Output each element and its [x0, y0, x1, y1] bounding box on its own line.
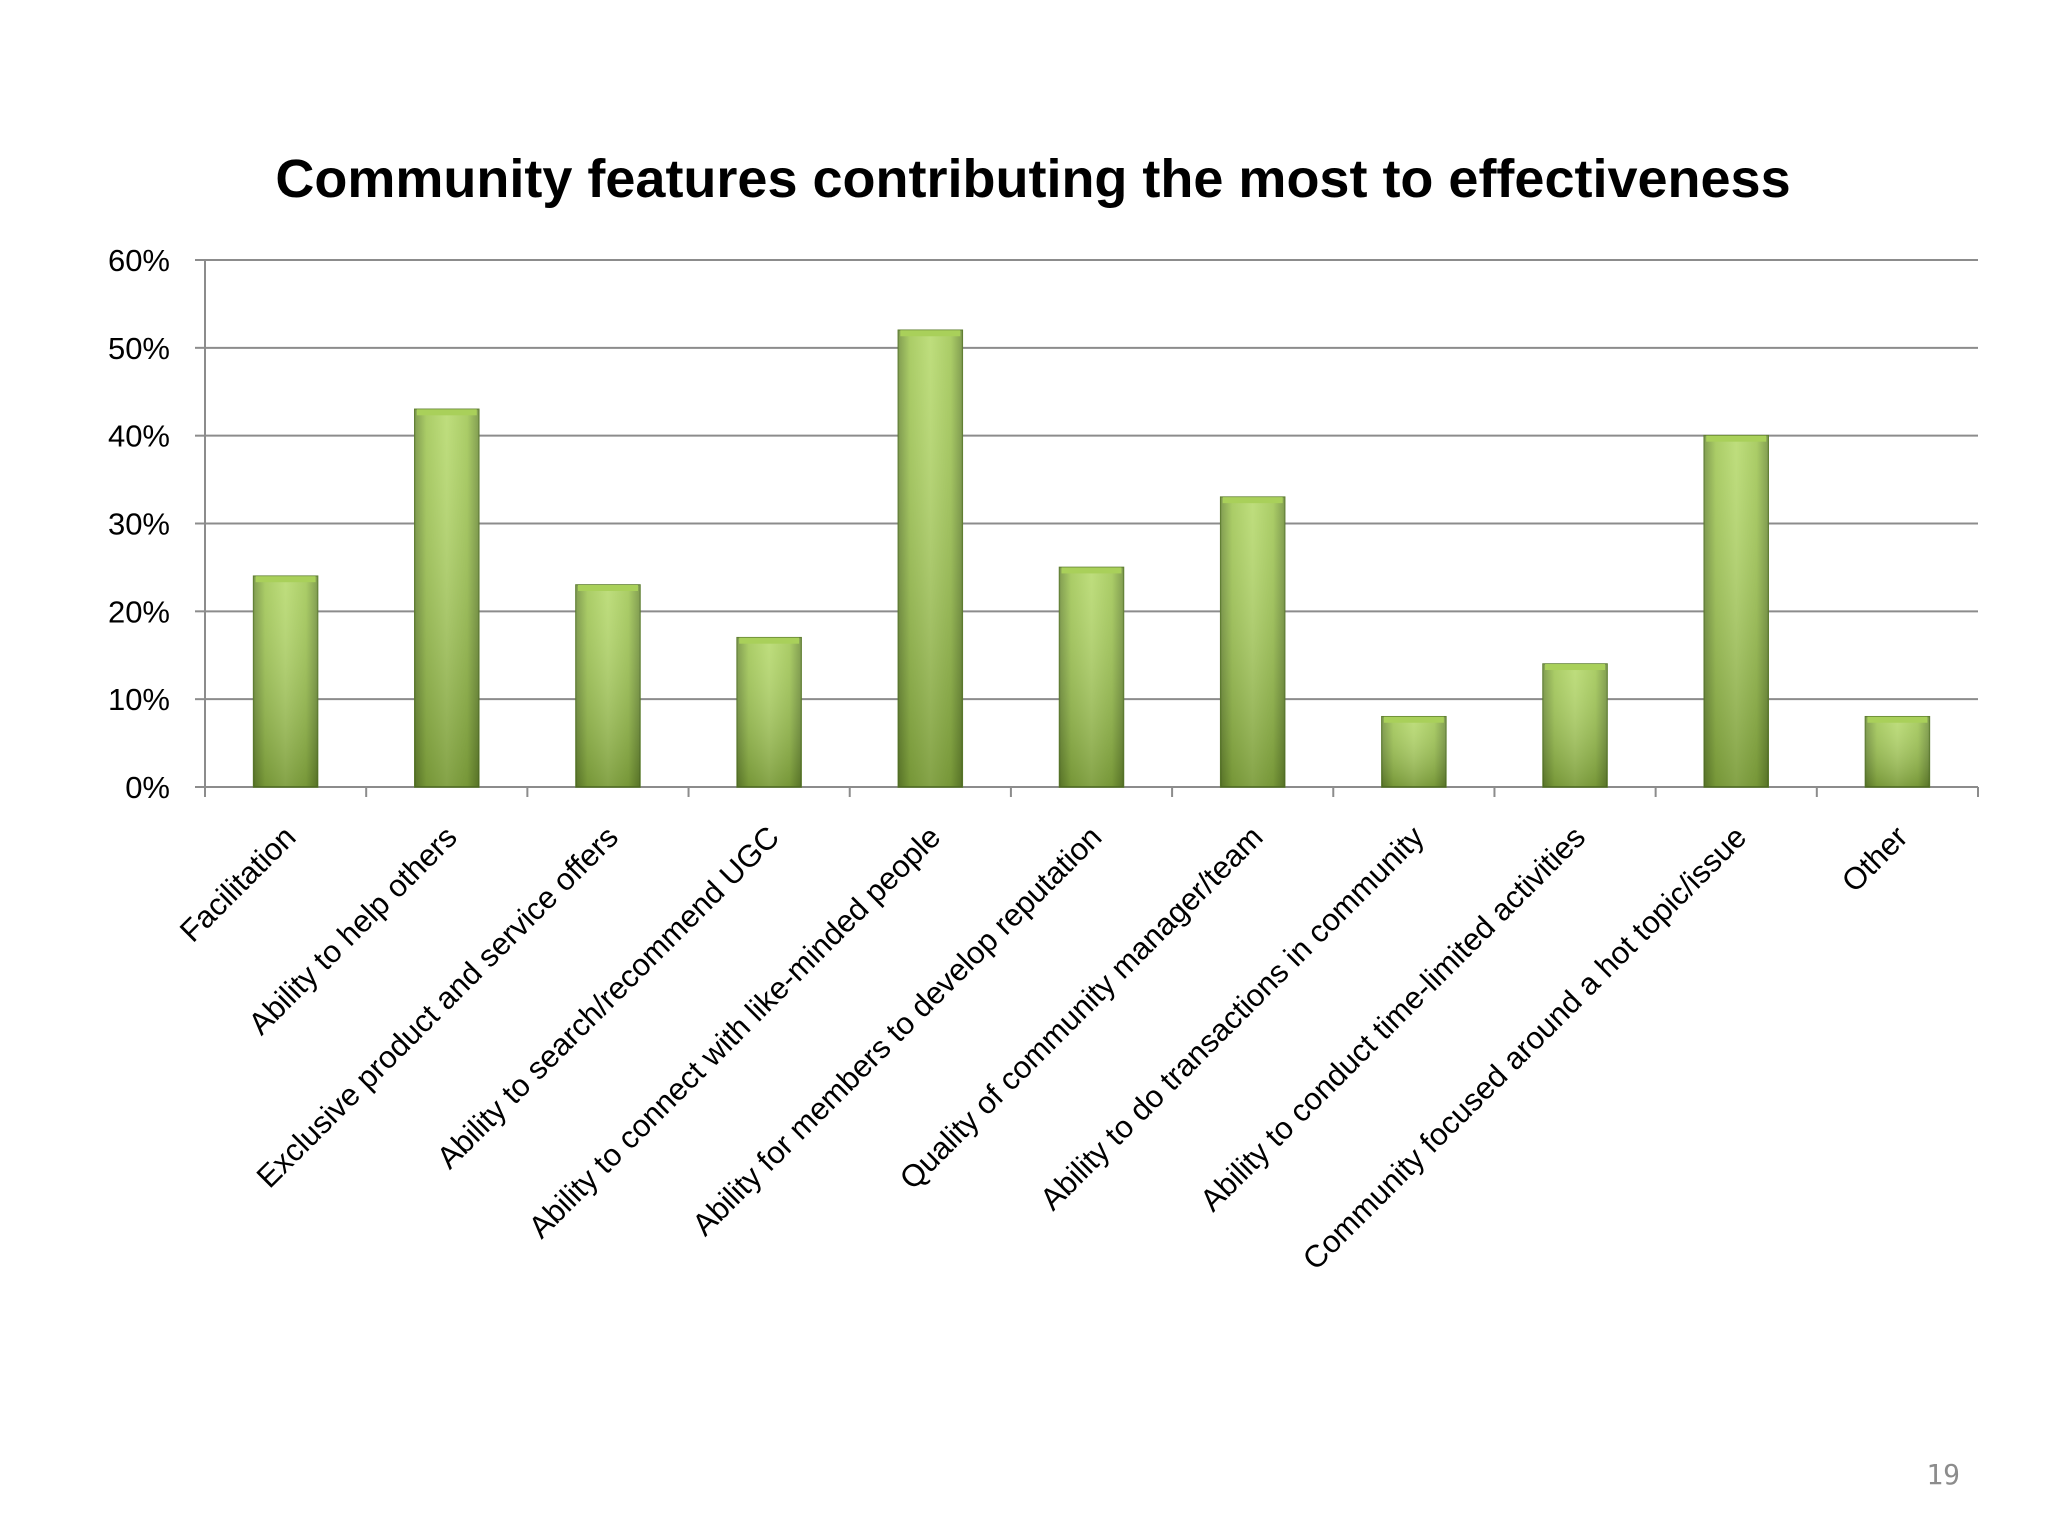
- y-tick-label: 30%: [108, 507, 170, 542]
- bar-shade: [1220, 497, 1285, 787]
- bar-top: [577, 584, 638, 591]
- bar-shade: [1543, 664, 1608, 787]
- bar-shade: [1059, 567, 1124, 787]
- bar-top: [900, 330, 961, 337]
- bar-shade: [898, 330, 963, 787]
- bar: [252, 575, 319, 788]
- bar-shade: [1704, 435, 1769, 787]
- gridlines: [205, 259, 1978, 701]
- bar: [1864, 715, 1931, 788]
- y-tick-label: 20%: [108, 594, 170, 629]
- y-tick-label: 50%: [108, 331, 170, 366]
- x-category-label: Facilitation: [173, 819, 303, 949]
- x-category-label: Quality of community manager/team: [893, 819, 1270, 1196]
- y-tick-label: 60%: [108, 243, 170, 278]
- bar-top: [1061, 567, 1122, 574]
- bar-shade: [737, 637, 802, 787]
- bar-top: [1867, 716, 1928, 723]
- x-category-label: Exclusive product and service offers: [250, 819, 625, 1194]
- bar-top: [1222, 497, 1283, 504]
- x-category-label: Other: [1835, 819, 1915, 899]
- y-tick-labels: 0% 10% 20% 30% 40% 50% 60%: [108, 243, 170, 805]
- bar: [1381, 715, 1447, 788]
- bar-top: [1545, 664, 1606, 671]
- bar: [1058, 566, 1125, 788]
- y-tick-label: 0%: [125, 770, 170, 805]
- y-tick-label: 10%: [108, 682, 170, 717]
- bar: [1219, 496, 1286, 788]
- bar-top: [255, 576, 316, 583]
- bar: [575, 584, 641, 788]
- bar: [897, 329, 964, 788]
- y-tick-label: 40%: [108, 419, 170, 454]
- bar-top: [1383, 716, 1444, 723]
- bar-shade: [1865, 716, 1930, 787]
- bar-shade: [414, 409, 479, 787]
- chart-title: Community features contributing the most…: [275, 149, 1790, 209]
- bar: [1542, 663, 1608, 788]
- bar-shade: [253, 576, 318, 787]
- x-category-label: Ability to search/recommend UGC: [430, 819, 786, 1175]
- bar: [1703, 434, 1769, 788]
- page-number: 19: [1926, 1458, 1960, 1491]
- bar: [736, 636, 802, 788]
- bar-top: [416, 409, 477, 416]
- bar: [414, 408, 480, 788]
- bar-top: [1706, 435, 1767, 442]
- bar-shade: [575, 584, 640, 787]
- bars: [252, 329, 1931, 788]
- bar-shade: [1381, 716, 1446, 787]
- bar-top: [739, 637, 800, 644]
